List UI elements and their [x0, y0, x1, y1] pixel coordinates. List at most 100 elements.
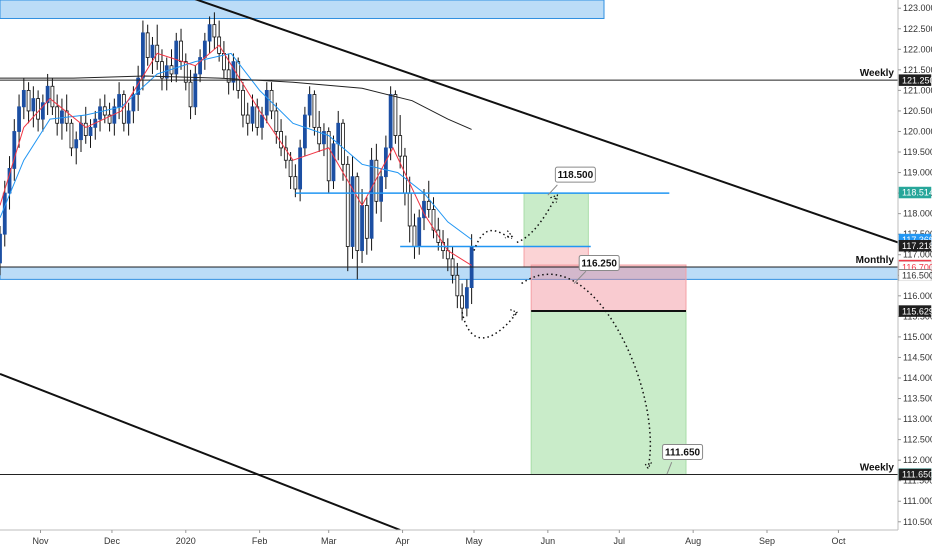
candle-body-43 [202, 40, 207, 58]
price-tag-bg-0 [898, 74, 932, 86]
candle-body-82 [388, 94, 393, 149]
candle-body-31 [145, 32, 150, 58]
price-tag-8: 115.629 [902, 306, 932, 316]
candle-body-52 [245, 114, 250, 124]
callout-box-1 [578, 254, 620, 271]
candle-body-4 [17, 106, 21, 132]
time-tick-label-0: Nov [32, 536, 49, 546]
candle-body-10 [45, 85, 50, 104]
candle-body-56 [264, 89, 269, 116]
candle-body-6 [26, 89, 31, 112]
callout-text-1: 116.250 [581, 258, 617, 269]
callout-box-0 [554, 166, 596, 183]
candle-body-73 [345, 163, 350, 247]
candle-body-21 [98, 106, 102, 120]
candle-body-5 [21, 89, 26, 108]
candle-body-9 [40, 102, 45, 120]
price-tick-label-24: 122.500 [903, 24, 932, 34]
candle-body-37 [174, 40, 179, 75]
moving-average-2 [0, 44, 472, 266]
candle-body-90 [426, 200, 431, 210]
price-tick-label-20: 120.500 [903, 106, 932, 116]
projection-path-lower [461, 311, 518, 339]
level-label-2: Weekly [860, 463, 895, 474]
supply-zone-box [0, 0, 605, 19]
candle-body-54 [255, 106, 260, 128]
candle-body-28 [131, 94, 136, 112]
candle-body-74 [350, 176, 355, 247]
candle-body-91 [431, 209, 436, 231]
price-tick-label-11: 116.000 [903, 291, 932, 301]
candle-body-65 [307, 94, 312, 116]
price-tick-label-8: 114.500 [903, 352, 932, 362]
candle-body-1 [2, 192, 7, 235]
moving-averages-layer [0, 44, 472, 266]
level-label-1: Monthly [856, 255, 895, 266]
candle-body-68 [322, 131, 326, 145]
candle-body-67 [317, 126, 322, 145]
time-tick-label-9: Aug [685, 536, 701, 546]
projection-path-long [516, 194, 559, 244]
candle-body-38 [179, 40, 183, 63]
price-tag-bg-7 [898, 269, 932, 282]
price-tick-label-25: 123.000 [903, 3, 932, 13]
price-tick-label-17: 119.000 [903, 168, 932, 178]
upper-trendline [194, 0, 899, 244]
candle-body-25 [117, 94, 121, 108]
price-axis[interactable]: 110.500 111.000 111.500 112.000 112.500 113.0… [897, 0, 932, 550]
drawings-layer: Weekly Monthly Weekly 118.500 116.250 111.650 [0, 0, 899, 531]
price-tag-0: 121.250 [902, 75, 932, 85]
moving-average-0 [0, 75, 472, 130]
time-axis-bg [0, 530, 932, 550]
price-tick-label-3: 112.000 [903, 455, 932, 465]
candle-body-7 [31, 98, 36, 112]
candle-body-64 [302, 114, 307, 149]
candle-body-76 [360, 205, 364, 252]
price-tick-label-4: 112.500 [903, 435, 932, 445]
candle-body-32 [150, 44, 155, 58]
price-tick-label-7: 114.000 [903, 373, 932, 383]
candle-body-59 [279, 131, 283, 149]
candle-body-23 [107, 114, 112, 124]
price-tag-5: 116.700 [902, 262, 932, 272]
moving-average-1 [0, 52, 472, 240]
price-tag-10: 111.650 [902, 470, 932, 480]
candle-body-42 [198, 57, 202, 75]
candle-body-72 [341, 122, 345, 165]
arrowhead-upper [504, 230, 514, 239]
candle-body-15 [69, 122, 74, 149]
price-tick-label-9: 115.000 [903, 332, 932, 342]
candle-body-39 [183, 61, 188, 83]
price-tag-3: 117.218 [902, 241, 932, 251]
time-axis[interactable]: Nov Dec 2020 Feb Mar Apr May Jun Jul Aug Sep Oct [0, 529, 932, 550]
callout-pointer-2 [666, 462, 673, 475]
candle-body-81 [383, 147, 388, 178]
candle-body-69 [326, 131, 331, 182]
candle-body-62 [293, 176, 298, 190]
monthly-demand-zone [0, 266, 899, 280]
candle-body-48 [226, 69, 231, 83]
candle-body-75 [355, 176, 360, 252]
candle-body-94 [445, 250, 450, 260]
callout-pointer-1 [573, 270, 587, 284]
candle-body-19 [88, 126, 93, 136]
callout-box-2 [662, 443, 704, 460]
price-tag-bg-3 [898, 240, 932, 252]
price-tag-7: 116.500 [902, 270, 932, 280]
price-tick-label-21: 121.000 [903, 85, 932, 95]
time-tick-label-5: Apr [396, 536, 410, 546]
candle-body-98 [464, 287, 469, 309]
candle-body-49 [231, 61, 236, 83]
price-tick-label-2: 111.500 [903, 476, 932, 486]
price-tick-label-18: 119.500 [903, 147, 932, 157]
candle-body-8 [36, 98, 41, 120]
arrowhead-long [550, 194, 559, 203]
time-tick-label-3: Feb [252, 536, 268, 546]
candle-body-84 [398, 135, 403, 157]
price-tick-label-1: 111.000 [903, 496, 932, 506]
candle-body-12 [55, 106, 60, 124]
price-tick-label-22: 121.500 [903, 65, 932, 75]
time-tick-label-7: Jun [541, 536, 556, 546]
candle-body-53 [250, 106, 255, 124]
